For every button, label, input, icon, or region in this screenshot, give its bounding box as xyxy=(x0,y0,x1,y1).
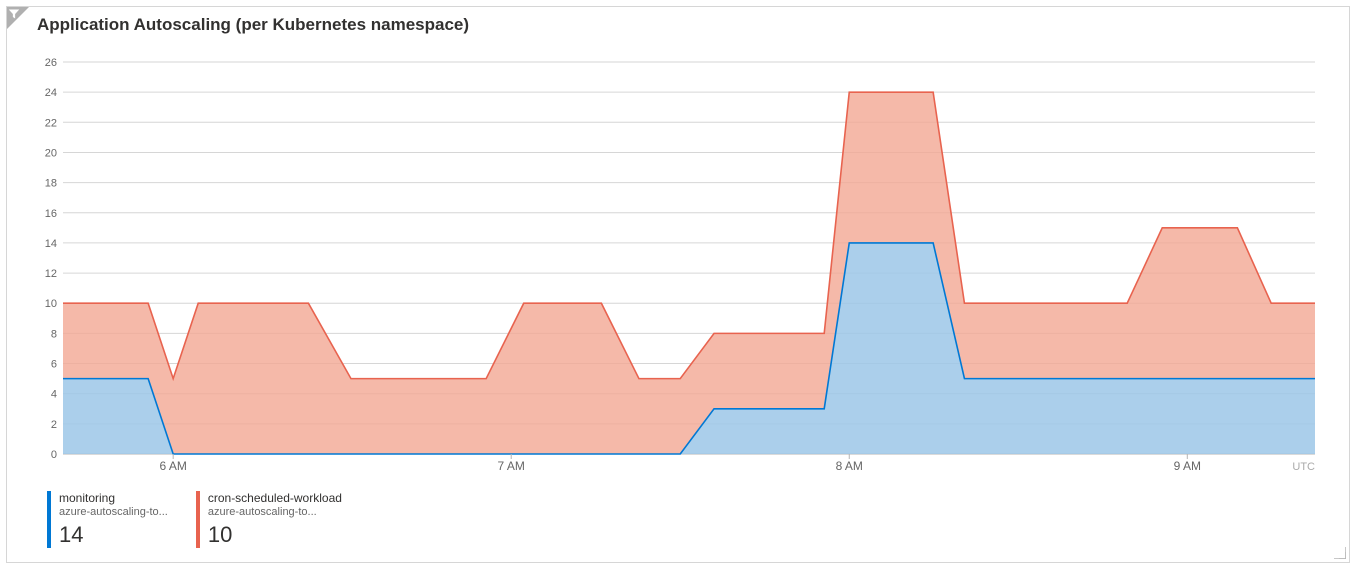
svg-text:14: 14 xyxy=(45,238,57,250)
legend-item-cron[interactable]: cron-scheduled-workload azure-autoscalin… xyxy=(196,491,342,548)
svg-text:24: 24 xyxy=(45,87,57,99)
legend-series-subtitle: azure-autoscaling-to... xyxy=(59,506,168,520)
chart-panel: Application Autoscaling (per Kubernetes … xyxy=(6,6,1350,563)
legend: monitoring azure-autoscaling-to... 14 cr… xyxy=(47,491,342,548)
svg-text:2: 2 xyxy=(51,419,57,431)
legend-series-name: cron-scheduled-workload xyxy=(208,491,342,506)
svg-text:8: 8 xyxy=(51,328,57,340)
svg-text:10: 10 xyxy=(45,298,57,310)
svg-text:12: 12 xyxy=(45,268,57,280)
resize-handle-icon[interactable] xyxy=(1334,547,1346,559)
svg-text:9 AM: 9 AM xyxy=(1174,459,1201,472)
svg-text:0: 0 xyxy=(51,449,57,461)
filter-corner-button[interactable] xyxy=(7,7,29,29)
svg-text:20: 20 xyxy=(45,147,57,159)
legend-series-subtitle: azure-autoscaling-to... xyxy=(208,506,342,520)
legend-swatch xyxy=(196,491,200,548)
svg-text:6 AM: 6 AM xyxy=(159,459,186,472)
svg-text:16: 16 xyxy=(45,208,57,220)
svg-text:18: 18 xyxy=(45,178,57,190)
svg-text:6: 6 xyxy=(51,359,57,371)
legend-item-monitoring[interactable]: monitoring azure-autoscaling-to... 14 xyxy=(47,491,168,548)
svg-text:7 AM: 7 AM xyxy=(498,459,525,472)
svg-text:26: 26 xyxy=(45,57,57,69)
legend-swatch xyxy=(47,491,51,548)
chart-plot-area[interactable]: 024681012141618202224266 AM7 AM8 AM9 AMU… xyxy=(35,57,1321,472)
svg-text:22: 22 xyxy=(45,117,57,129)
svg-text:8 AM: 8 AM xyxy=(836,459,863,472)
legend-series-value: 10 xyxy=(208,521,342,549)
chart-title: Application Autoscaling (per Kubernetes … xyxy=(37,15,469,35)
svg-text:UTC: UTC xyxy=(1292,461,1315,472)
legend-series-name: monitoring xyxy=(59,491,168,506)
svg-text:4: 4 xyxy=(51,389,57,401)
legend-series-value: 14 xyxy=(59,521,168,549)
